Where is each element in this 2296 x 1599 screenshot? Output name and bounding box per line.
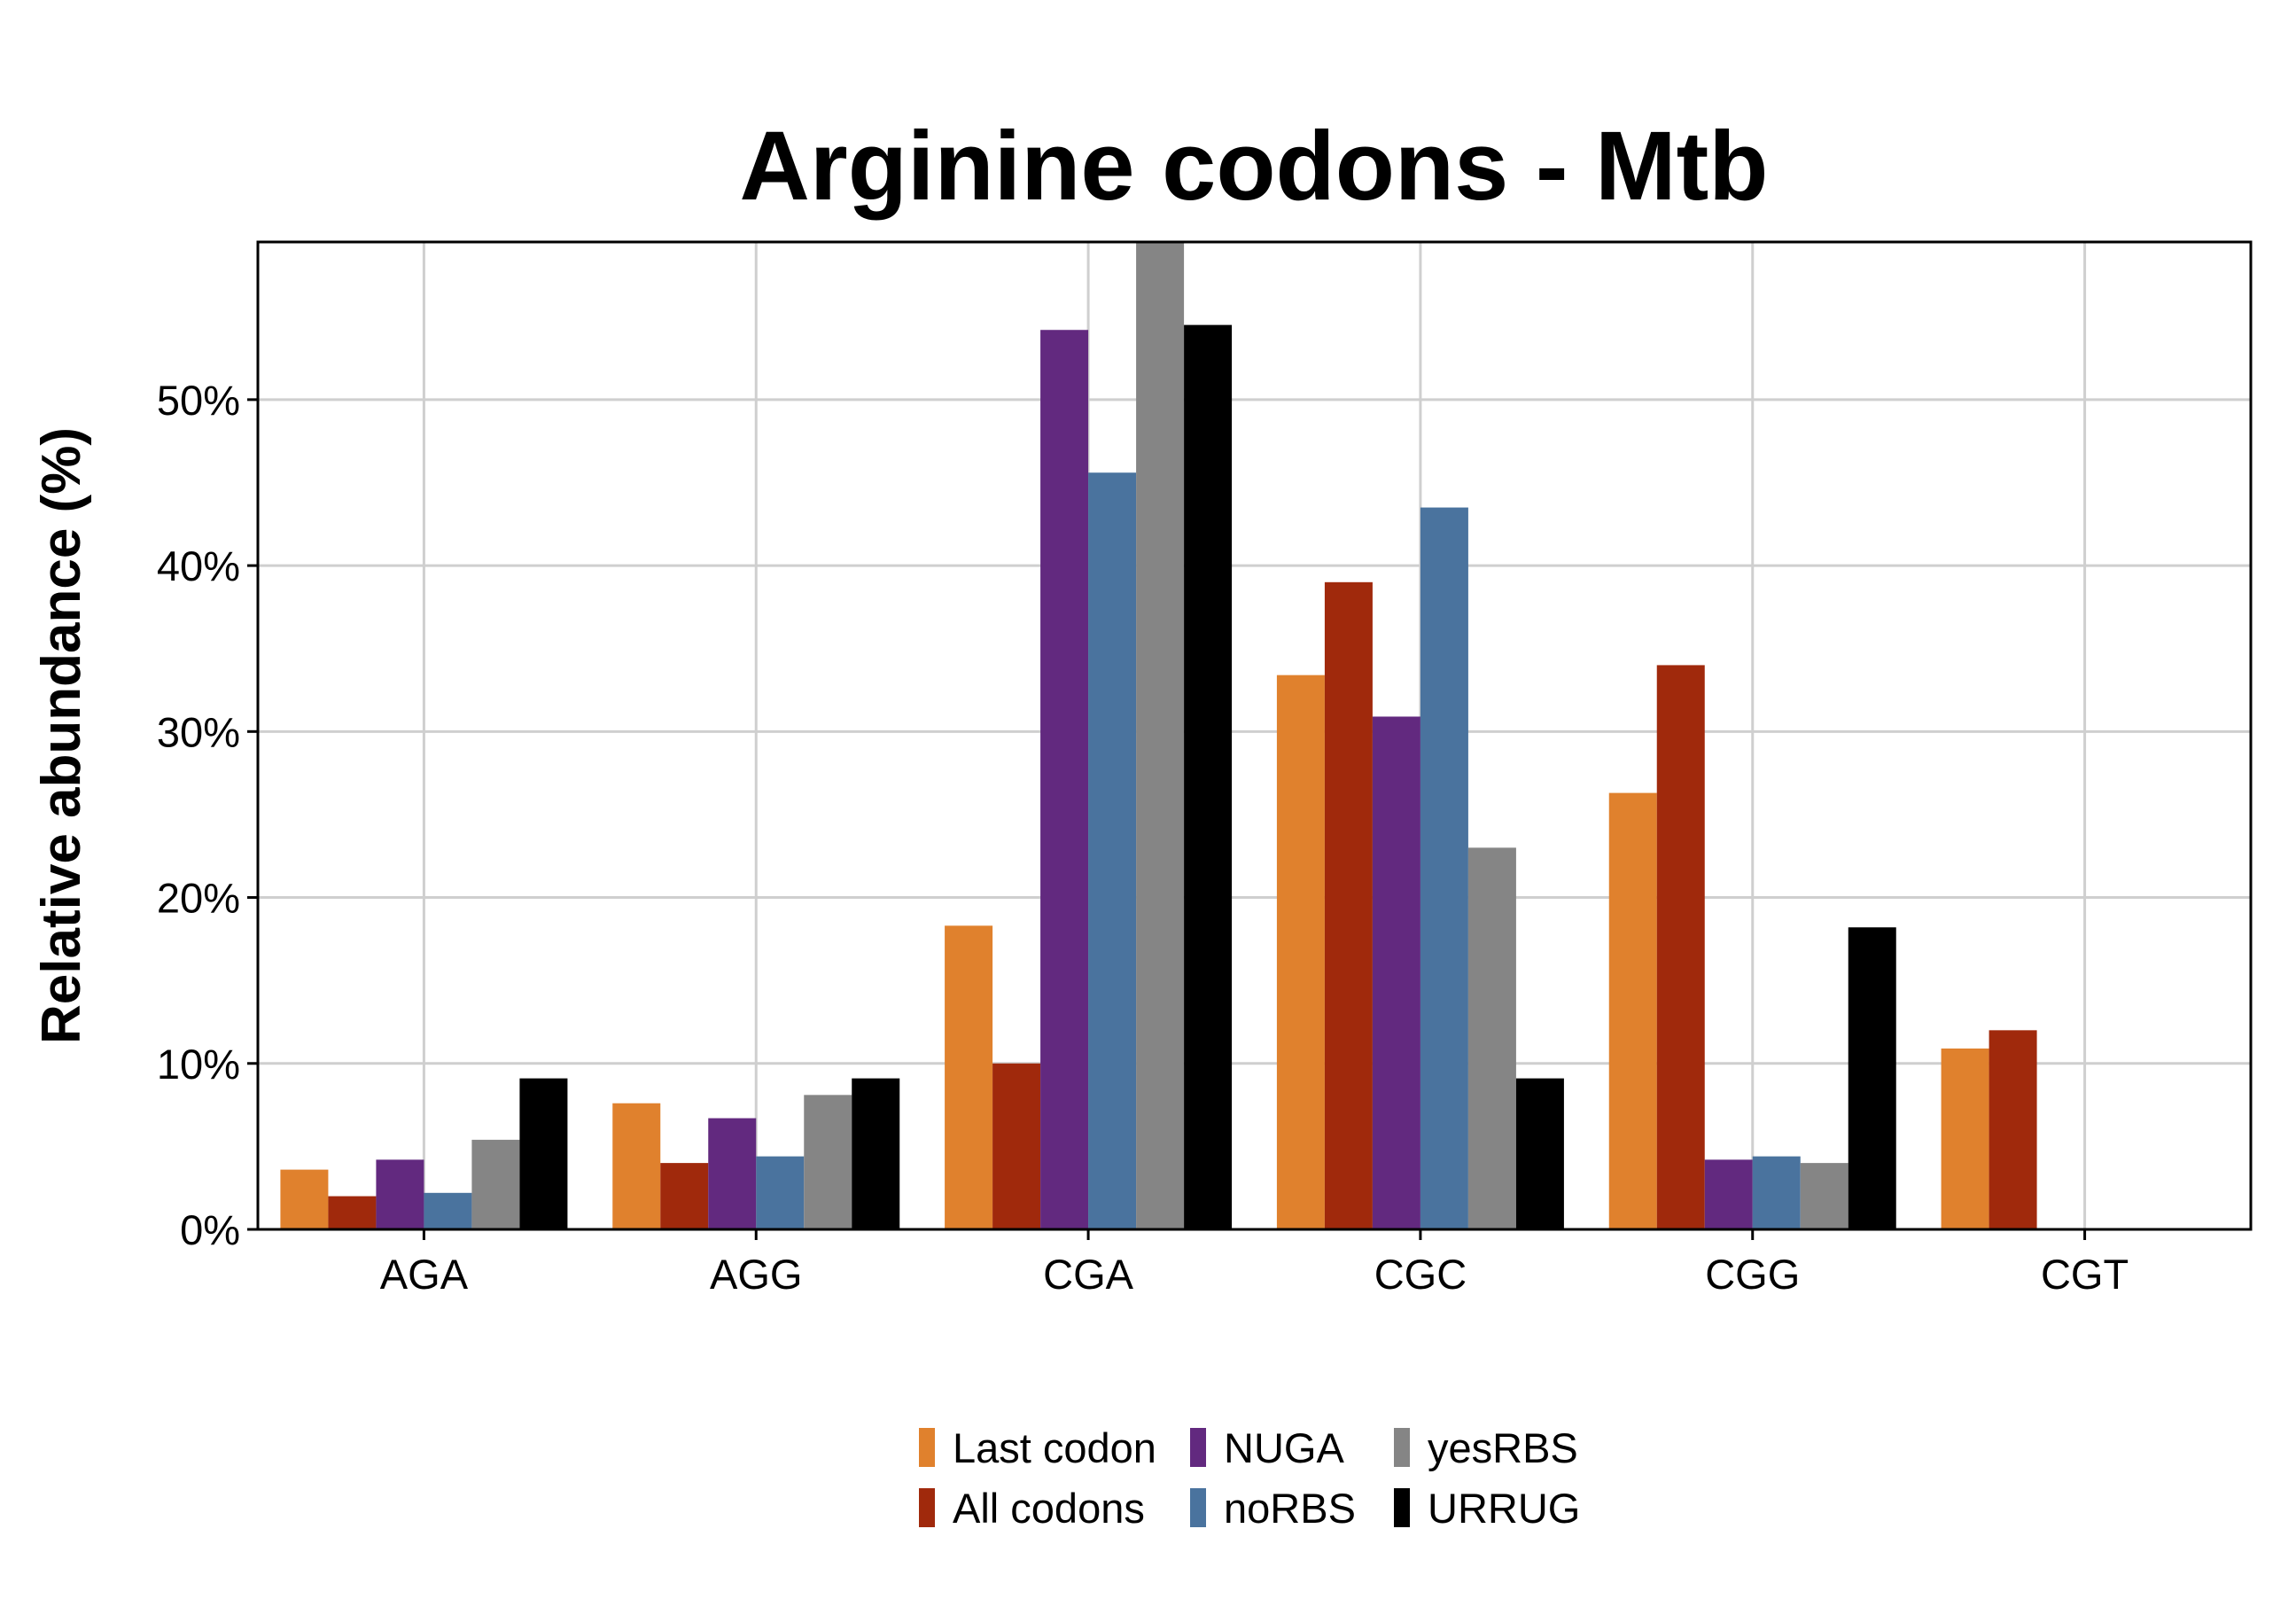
bar <box>1515 1078 1564 1229</box>
bar <box>1372 716 1420 1229</box>
bar <box>1656 665 1705 1229</box>
bar <box>376 1159 424 1229</box>
bar <box>804 1095 852 1229</box>
x-tick-label: AGG <box>710 1251 802 1298</box>
legend: Last codon NUGA yesRBS All codons noRBS URRUG <box>919 1424 1580 1532</box>
bar <box>992 1063 1041 1229</box>
bar <box>1467 847 1516 1229</box>
x-tick-label: AGA <box>380 1251 469 1298</box>
legend-label: Last codon <box>953 1424 1156 1471</box>
bar <box>1184 324 1233 1230</box>
legend-swatch <box>919 1428 935 1467</box>
bar <box>1276 675 1325 1229</box>
legend-swatch <box>1190 1488 1206 1527</box>
x-tick-label: CGT <box>2041 1251 2129 1298</box>
bar <box>852 1078 900 1229</box>
legend-label: NUGA <box>1224 1424 1344 1471</box>
chart-title: Arginine codons - Mtb <box>739 112 1768 221</box>
y-tick-label: 50% <box>157 377 240 424</box>
bar <box>1941 1048 1989 1229</box>
bar <box>424 1192 472 1229</box>
bar <box>471 1139 520 1229</box>
bar <box>1088 472 1137 1229</box>
legend-label: noRBS <box>1224 1485 1356 1532</box>
y-axis-label: Relative abundance (%) <box>31 427 92 1044</box>
plot-frame <box>256 240 2253 1231</box>
y-tick-label: 30% <box>157 708 240 755</box>
y-tick-label: 40% <box>157 542 240 589</box>
bar <box>756 1156 805 1229</box>
legend-label: yesRBS <box>1428 1424 1578 1471</box>
legend-label: All codons <box>953 1485 1145 1532</box>
bar <box>328 1196 377 1229</box>
bar <box>945 925 993 1229</box>
bar <box>1420 507 1468 1229</box>
bar <box>519 1078 568 1229</box>
bar <box>1608 792 1657 1229</box>
x-tick-label: CGG <box>1705 1251 1800 1298</box>
legend-swatch <box>919 1488 935 1527</box>
bar <box>280 1169 329 1229</box>
y-tick-label: 0% <box>180 1206 240 1253</box>
bar <box>612 1103 661 1229</box>
bar <box>1752 1156 1801 1229</box>
legend-swatch <box>1394 1488 1410 1527</box>
legend-swatch <box>1190 1428 1206 1467</box>
axes: 0% 10% 20% 30% 40% 50% AGA AGG CGA CGC CGG CGT <box>157 240 2253 1298</box>
y-tick-label: 20% <box>157 875 240 922</box>
bars <box>280 242 2037 1230</box>
bar <box>1800 1163 1848 1229</box>
legend-label: URRUG <box>1428 1485 1580 1532</box>
bar <box>1136 242 1185 1229</box>
bar <box>1989 1030 2037 1229</box>
bar <box>708 1118 757 1229</box>
bar <box>1848 927 1896 1229</box>
bar <box>1704 1159 1753 1229</box>
bar <box>1324 581 1373 1229</box>
y-tick-label: 10% <box>157 1041 240 1088</box>
x-tick-label: CGC <box>1374 1251 1467 1298</box>
x-tick-label: CGA <box>1043 1251 1134 1298</box>
bar <box>1040 330 1089 1230</box>
legend-swatch <box>1394 1428 1410 1467</box>
bar <box>660 1163 709 1229</box>
